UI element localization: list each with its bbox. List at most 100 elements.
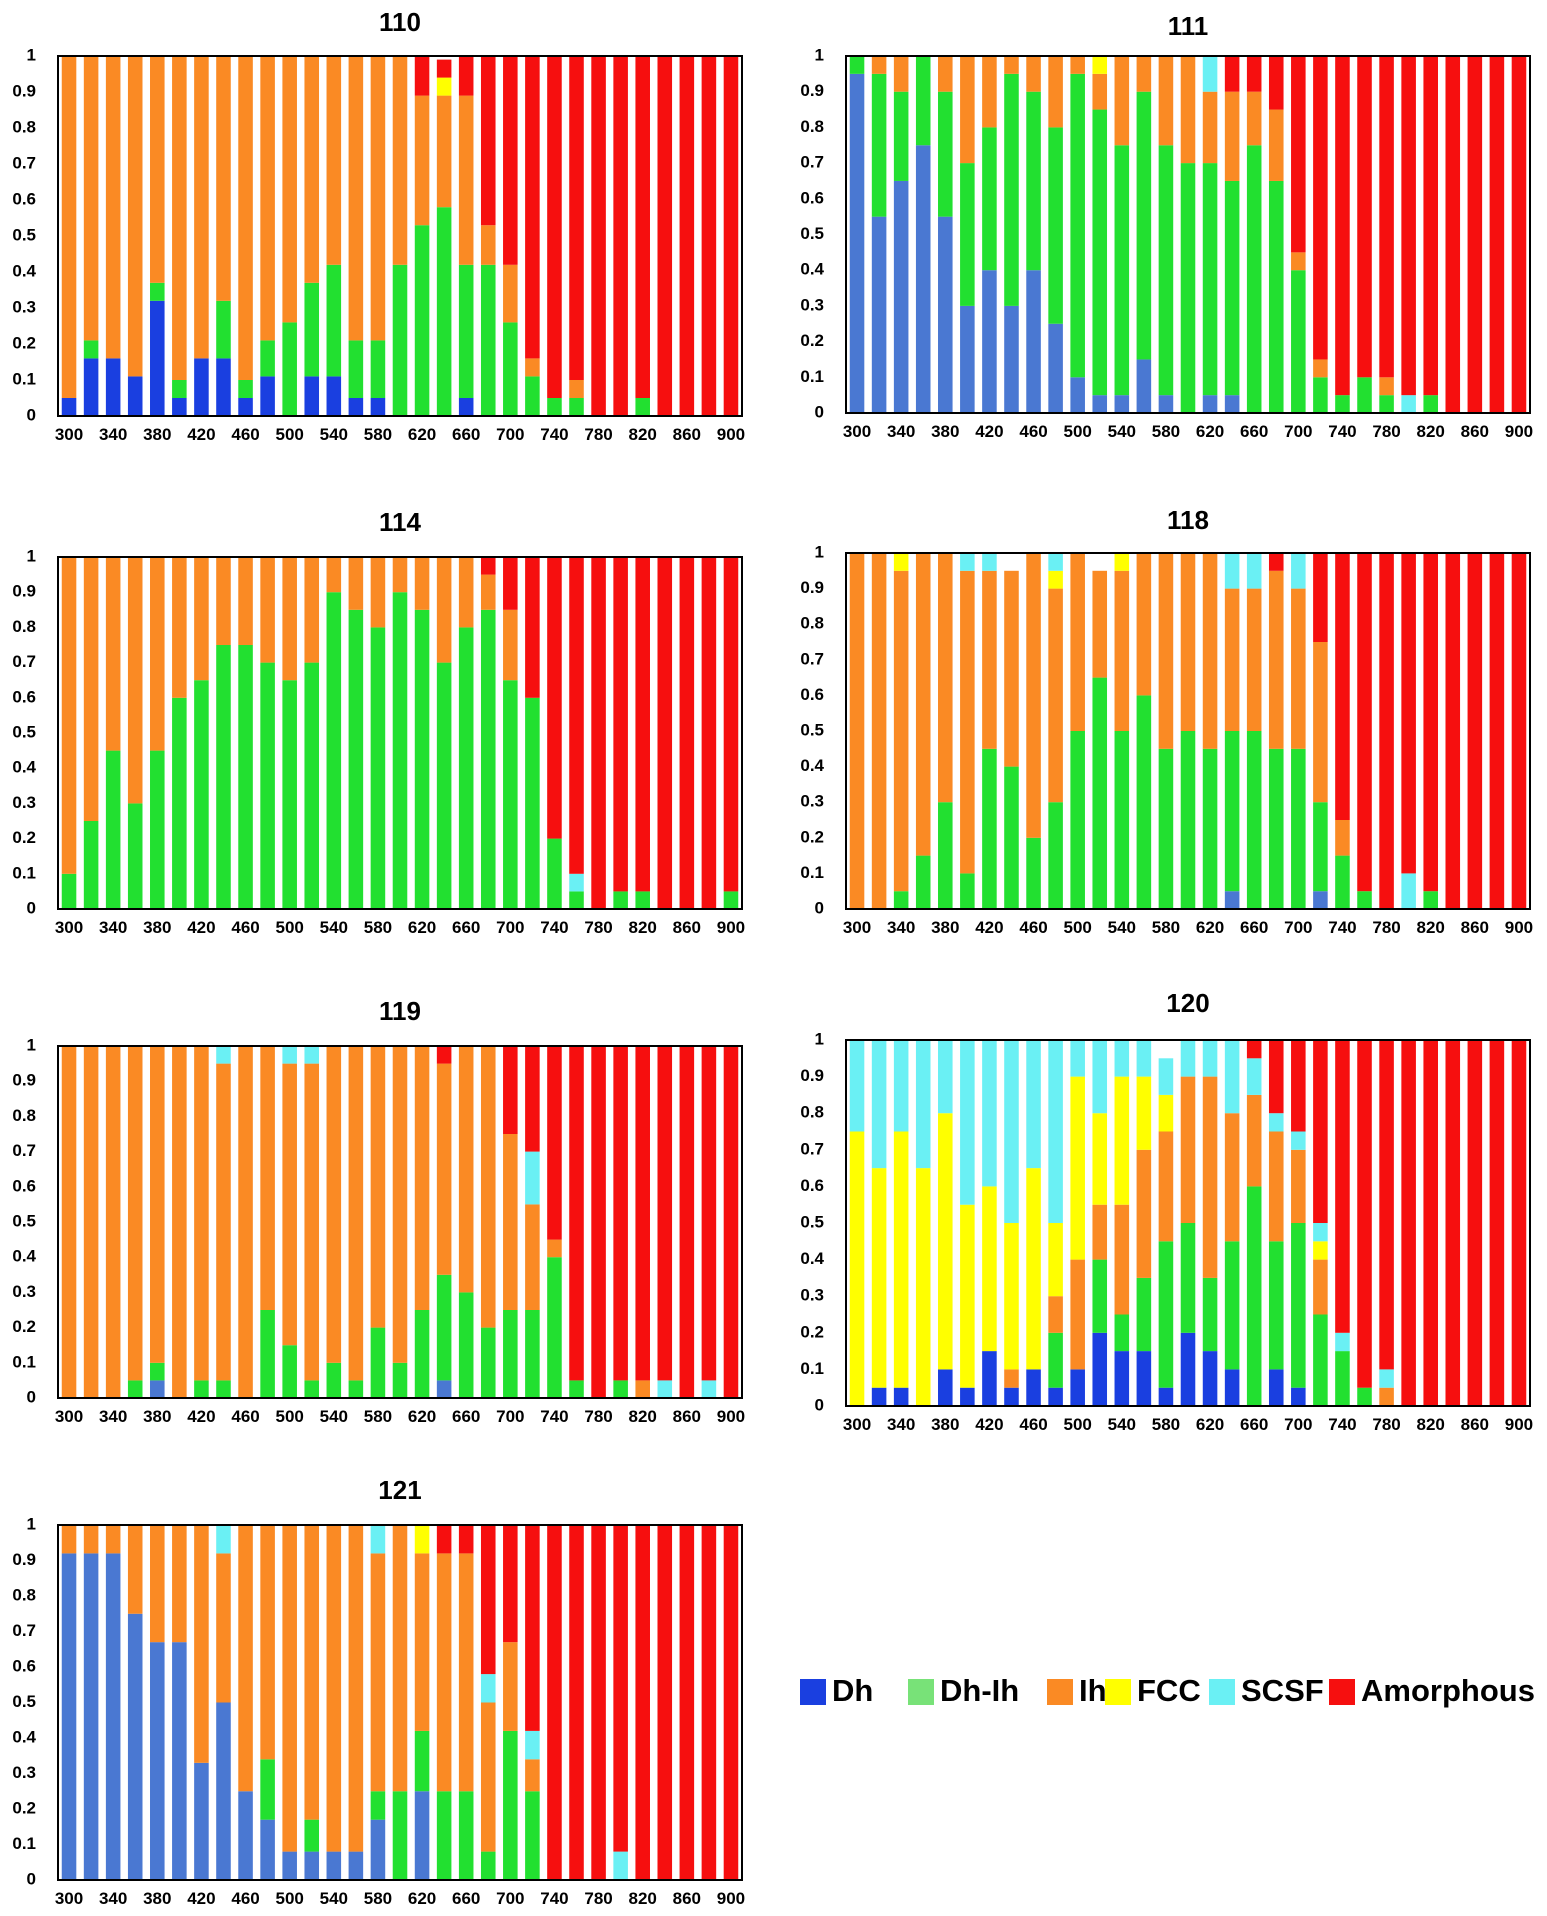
x-tick-label: 700: [496, 425, 524, 444]
x-tick-label: 860: [673, 1407, 701, 1426]
y-tick-label: 0.5: [12, 225, 36, 244]
bar-segment-scsf: [304, 1046, 320, 1064]
bar-segment-amorphous: [1423, 1040, 1438, 1406]
bar-segment-ih: [1268, 570, 1284, 749]
bars: [61, 1046, 739, 1398]
bar-segment-ih: [414, 1046, 430, 1310]
bar-segment-scsf: [216, 1046, 231, 1064]
bar-segment-ih: [326, 1525, 342, 1852]
bar-segment-ih: [61, 1525, 77, 1554]
bar-segment-dh-ih: [216, 300, 231, 359]
bar-segment-amorphous: [1268, 1040, 1284, 1114]
bar-segment-ih: [1291, 588, 1306, 749]
bar-segment-dh: [83, 1553, 99, 1880]
bar-segment-dh: [1114, 395, 1130, 413]
bar-segment-ih: [194, 557, 209, 681]
bar-segment-ih: [1379, 377, 1394, 396]
bar-segment-amorphous: [1357, 553, 1372, 892]
y-tick-label: 0.7: [800, 153, 824, 172]
bar-segment-dh-ih: [938, 802, 953, 909]
x-tick-label: 420: [975, 422, 1003, 441]
bar-segment-ih: [150, 56, 165, 283]
bar-segment-amorphous: [1379, 1040, 1394, 1370]
bar-segment-amorphous: [1268, 56, 1284, 110]
bar-segment-scsf: [982, 1040, 997, 1187]
plot-frame: [57, 55, 743, 417]
bar-segment-ih: [304, 1063, 320, 1381]
legend-label: SCSF: [1241, 1673, 1324, 1708]
x-tick-label: 420: [975, 1415, 1003, 1434]
bar-segment-dh: [1026, 270, 1041, 413]
x-tick-label: 340: [887, 422, 915, 441]
bar-segment-scsf: [960, 553, 975, 571]
x-tick-label: 580: [364, 425, 392, 444]
x-tick-label: 660: [1240, 422, 1268, 441]
bar-segment-scsf: [1048, 1040, 1063, 1223]
bar-segment-dh: [1026, 1369, 1041, 1406]
x-tick-label: 860: [1461, 918, 1489, 937]
bar-segment-amorphous: [701, 1525, 717, 1880]
bar-segment-scsf: [1070, 1040, 1085, 1077]
bar-segment-ih: [238, 56, 253, 380]
bar-segment-dh-ih: [392, 1362, 408, 1398]
bar-segment-scsf: [525, 1730, 540, 1760]
bar-segment-scsf: [1401, 395, 1416, 413]
bar-segment-dh-ih: [1335, 1351, 1350, 1406]
bar-segment-amorphous: [414, 56, 430, 96]
bar-segment-dh: [1158, 395, 1174, 413]
x-tick-label: 460: [231, 918, 259, 937]
bar-segment-ih: [194, 1525, 209, 1763]
y-tick-label: 0.4: [12, 261, 36, 280]
x-tick-label: 500: [1063, 422, 1091, 441]
x-tick-label: 580: [1152, 422, 1180, 441]
bar-segment-dh-ih: [370, 1327, 386, 1398]
bar-segment-dh: [1092, 395, 1108, 413]
x-tick-label: 620: [408, 918, 436, 937]
bar-segment-dh: [238, 1791, 253, 1880]
bar-segment-dh-ih: [1180, 1223, 1196, 1333]
bar-segment-amorphous: [657, 1525, 673, 1880]
bar-segment-dh: [1114, 1351, 1130, 1406]
x-tick-label: 500: [275, 1889, 303, 1908]
bar-segment-dh-ih: [282, 680, 297, 909]
bar-segment-dh-ih: [1357, 1387, 1372, 1406]
bar-segment-dh-ih: [635, 891, 650, 909]
x-tick-label: 420: [187, 918, 215, 937]
bar-segment-dh-ih: [238, 380, 253, 398]
bar-segment-ih: [238, 1046, 253, 1398]
x-tick-label: 780: [1372, 1415, 1400, 1434]
x-tick-label: 860: [1461, 422, 1489, 441]
bar-segment-dh-ih: [436, 207, 452, 416]
x-tick-label: 300: [55, 918, 83, 937]
bar-segment-dh-ih: [1335, 395, 1350, 413]
bar-segment-dh-ih: [1224, 1241, 1240, 1370]
bar-segment-dh: [105, 358, 121, 416]
bar-segment-dh-ih: [1379, 395, 1394, 413]
x-tick-label: 780: [584, 918, 612, 937]
bar-segment-dh: [150, 1380, 165, 1398]
bar-segment-ih: [1313, 359, 1328, 378]
x-tick-label: 860: [673, 918, 701, 937]
bar-segment-amorphous: [525, 1046, 540, 1152]
bar-segment-dh-ih: [1158, 1241, 1174, 1388]
x-tick-label: 620: [408, 1889, 436, 1908]
x-tick-label: 860: [1461, 1415, 1489, 1434]
legend-item-ih: Ih: [1047, 1673, 1107, 1708]
y-tick-label: 0.2: [12, 1317, 36, 1336]
x-tick-label: 460: [1019, 918, 1047, 937]
bar-segment-scsf: [1224, 553, 1240, 589]
x-tick-label: 900: [717, 1889, 745, 1908]
bar-segment-scsf: [216, 1525, 231, 1554]
bar-segment-scsf: [849, 1040, 865, 1132]
bar-segment-ih: [370, 56, 386, 341]
bar-segment-ih: [1158, 1131, 1174, 1242]
bar-segment-ih: [871, 553, 887, 909]
bar-segment-amorphous: [1291, 1040, 1306, 1132]
legend-swatch: [908, 1679, 934, 1705]
bar-segment-ih: [1246, 91, 1262, 146]
bar-segment-dh-ih: [480, 264, 496, 416]
bar-segment-amorphous: [657, 56, 673, 416]
x-tick-label: 380: [143, 1889, 171, 1908]
bar-segment-ih: [1335, 820, 1350, 856]
bar-segment-ih: [1224, 588, 1240, 731]
